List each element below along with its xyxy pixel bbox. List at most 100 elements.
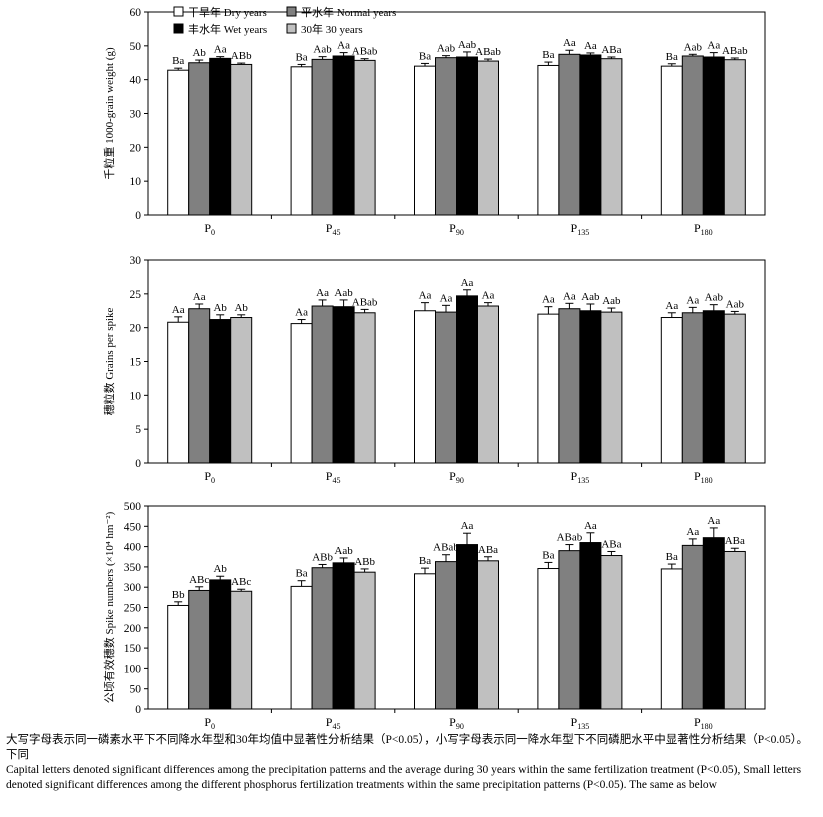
significance-label: Aa <box>563 37 576 49</box>
caption-chinese: 大写字母表示同一磷素水平下不同降水年型和30年均值中显著性分析结果（P<0.05… <box>6 734 809 761</box>
x-tick-label: P180 <box>694 221 713 237</box>
significance-label: Aab <box>334 545 353 557</box>
significance-label: Aab <box>458 39 477 51</box>
legend-swatch <box>286 6 297 17</box>
y-tick-label: 500 <box>124 501 142 513</box>
bar <box>188 589 211 710</box>
bar <box>230 317 253 464</box>
significance-label: Aab <box>581 291 600 303</box>
figure-caption: 大写字母表示同一磷素水平下不同降水年型和30年均值中显著性分析结果（P<0.05… <box>6 733 818 793</box>
significance-label: Aa <box>461 277 474 289</box>
bar <box>209 319 232 464</box>
bar <box>435 57 457 216</box>
bar <box>414 65 436 216</box>
significance-label: ABc <box>231 576 251 588</box>
legend-swatch <box>286 23 297 34</box>
y-tick-label: 250 <box>124 603 142 615</box>
significance-label: Aa <box>707 515 720 527</box>
bar <box>435 561 457 710</box>
x-tick-label: P0 <box>204 715 215 731</box>
bar <box>537 568 560 710</box>
bar <box>332 562 355 710</box>
significance-label: Aa <box>419 290 432 302</box>
significance-label: Aab <box>726 298 745 310</box>
chart-panel-3: 0 50 100 150 200 250 300 350 400 450 500 公顷有效穗数 Spi… <box>102 501 766 731</box>
y-tick-label: 100 <box>124 663 142 675</box>
y-tick-label: 5 <box>135 424 141 436</box>
significance-label: Aa <box>686 294 699 306</box>
significance-label: Aa <box>316 287 329 299</box>
legend-label: 30年 30 years <box>301 22 363 36</box>
significance-label: ABa <box>478 544 498 556</box>
y-tick-label: 400 <box>124 542 142 554</box>
bar <box>353 312 376 464</box>
bar <box>435 311 457 464</box>
y-axis-label: 公顷有效穗数 Spike numbers (×10⁴ hm⁻²) <box>102 511 116 703</box>
bar <box>290 323 313 464</box>
significance-label: Aa <box>214 44 227 56</box>
y-tick-label: 10 <box>130 176 142 188</box>
significance-label: Ba <box>666 51 678 63</box>
significance-label: Ba <box>295 568 307 580</box>
bar <box>311 567 334 710</box>
y-tick-label: 50 <box>130 41 142 53</box>
significance-label: Aa <box>686 526 699 538</box>
x-tick-label: P90 <box>449 715 464 731</box>
bar <box>723 59 746 216</box>
bar <box>477 60 499 216</box>
x-tick-label: P0 <box>204 221 215 237</box>
bar <box>311 58 334 216</box>
significance-label: Ba <box>419 555 431 567</box>
x-tick-label: P180 <box>694 469 713 485</box>
bar <box>414 310 436 464</box>
bar <box>681 55 704 216</box>
bar <box>167 604 190 710</box>
bar <box>414 573 436 710</box>
legend: 干旱年 Dry years 平水年 Normal years 丰水年 Wet yea… <box>173 5 396 36</box>
bar <box>681 312 704 464</box>
significance-label: Aa <box>707 40 720 52</box>
bar <box>353 571 376 710</box>
y-tick-label: 0 <box>135 704 141 716</box>
y-tick-label: 20 <box>130 142 142 154</box>
significance-label: ABab <box>475 46 501 58</box>
significance-label: Bb <box>172 589 185 601</box>
significance-label: Aa <box>563 290 576 302</box>
bar <box>702 537 725 710</box>
significance-label: Aa <box>584 520 597 532</box>
bar <box>579 542 602 710</box>
bar <box>311 305 334 464</box>
significance-label: Ab <box>192 47 206 59</box>
y-tick-label: 20 <box>130 323 142 335</box>
bar <box>579 310 602 464</box>
significance-label: Ba <box>172 55 184 67</box>
bar <box>209 579 232 710</box>
significance-label: Ab <box>213 563 227 575</box>
significance-label: Ab <box>213 302 227 314</box>
caption-english: Capital letters denoted significant diff… <box>6 764 802 791</box>
x-tick-label: P45 <box>326 715 341 731</box>
significance-label: Aa <box>337 40 350 52</box>
chart-panel-2: 0 5 10 15 20 25 30 穗粒数 Grains per spike Aa Aa Ab Ab… <box>102 255 766 485</box>
bar <box>660 65 683 216</box>
legend-label: 平水年 Normal years <box>301 5 396 19</box>
bar <box>558 308 581 464</box>
significance-label: Aa <box>295 307 308 319</box>
bar <box>230 590 253 710</box>
x-tick-label: P45 <box>326 221 341 237</box>
legend-label: 干旱年 Dry years <box>188 5 267 19</box>
bar <box>660 317 683 464</box>
significance-label: ABc <box>189 574 209 586</box>
x-tick-label: P135 <box>571 715 590 731</box>
bar <box>660 568 683 710</box>
y-tick-label: 25 <box>130 289 142 301</box>
y-tick-label: 350 <box>124 562 142 574</box>
legend-label: 丰水年 Wet years <box>188 22 267 36</box>
bar <box>477 560 499 710</box>
y-tick-label: 0 <box>135 458 141 470</box>
significance-label: ABa <box>601 44 621 56</box>
significance-label: ABb <box>354 556 375 568</box>
bar <box>681 544 704 710</box>
significance-label: ABab <box>352 296 378 308</box>
bar <box>702 310 725 464</box>
